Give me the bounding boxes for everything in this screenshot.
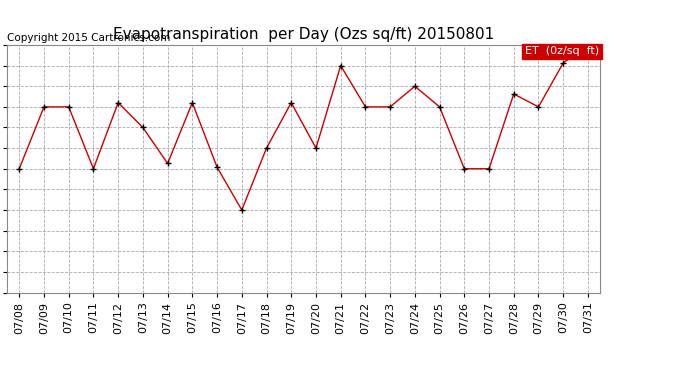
Text: Copyright 2015 Cartronics.com: Copyright 2015 Cartronics.com bbox=[7, 33, 170, 42]
Title: Evapotranspiration  per Day (Ozs sq/ft) 20150801: Evapotranspiration per Day (Ozs sq/ft) 2… bbox=[113, 27, 494, 42]
Text: ET  (0z/sq  ft): ET (0z/sq ft) bbox=[525, 46, 599, 56]
